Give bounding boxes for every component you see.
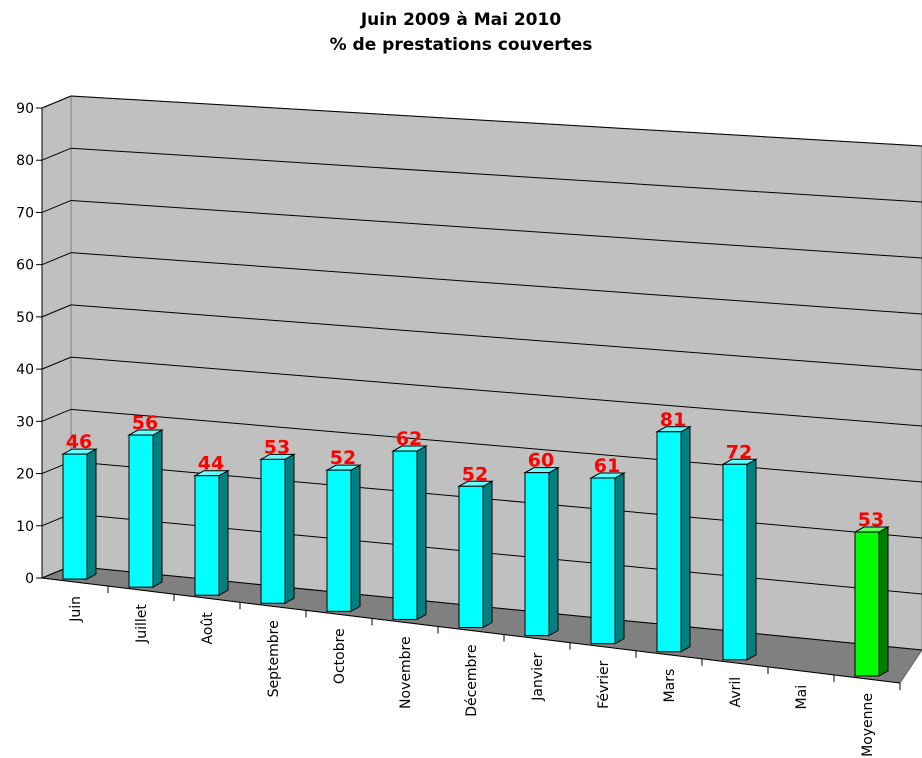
bar-side xyxy=(416,445,427,621)
data-label: 81 xyxy=(660,409,686,431)
y-tick-label: 80 xyxy=(16,153,34,169)
gridline-side xyxy=(41,199,72,213)
gridline-side xyxy=(41,356,72,370)
category-label: Mai xyxy=(794,685,810,710)
y-tick-label: 0 xyxy=(25,571,34,587)
data-label: 52 xyxy=(330,447,356,469)
y-axis: 0 10 20 30 40 50 60 70 80 90 xyxy=(16,101,43,587)
bar xyxy=(392,450,418,620)
gridline-side xyxy=(41,304,72,318)
chart-title: Juin 2009 à Mai 2010 % de prestations co… xyxy=(0,8,922,58)
bar-side xyxy=(680,425,691,653)
y-tick-label: 20 xyxy=(16,467,34,483)
data-label: 60 xyxy=(528,450,554,472)
bar-side xyxy=(482,480,493,629)
gridline xyxy=(70,95,922,147)
bar xyxy=(260,458,286,604)
category-label: Décembre xyxy=(464,645,480,717)
data-labels: 46 56 44 53 52 62 52 60 61 81 72 53 xyxy=(66,409,884,531)
bar xyxy=(62,453,88,580)
category-label: Juin xyxy=(68,596,84,623)
category-label: Juillet xyxy=(134,604,150,644)
y-tick-label: 10 xyxy=(16,519,34,535)
chart-title-line-2: % de prestations couvertes xyxy=(329,35,593,55)
bar-side xyxy=(86,448,97,580)
y-tick-label: 50 xyxy=(16,310,34,326)
gridline xyxy=(70,252,922,315)
category-label: Novembre xyxy=(398,636,414,709)
data-label: 72 xyxy=(726,441,752,463)
x-axis-line xyxy=(41,577,901,684)
gridline xyxy=(70,356,922,427)
data-label: 56 xyxy=(132,412,158,434)
bar-side xyxy=(548,466,559,637)
data-label: 61 xyxy=(594,455,620,477)
bars xyxy=(61,425,890,677)
data-label: 46 xyxy=(66,431,92,453)
bar xyxy=(722,463,748,661)
category-label: Août xyxy=(200,612,216,645)
gridline xyxy=(70,147,922,203)
category-label: Avril xyxy=(728,677,744,708)
category-label: Septembre xyxy=(266,620,282,697)
bar-side xyxy=(218,469,229,597)
bar-side xyxy=(878,526,889,677)
chart-title-line-1: Juin 2009 à Mai 2010 xyxy=(360,10,562,30)
gridline xyxy=(70,199,922,259)
category-label: Janvier xyxy=(530,652,546,701)
category-label: Octobre xyxy=(332,628,348,684)
data-label: 62 xyxy=(396,428,422,450)
bar xyxy=(458,485,484,628)
data-label: 44 xyxy=(198,453,224,475)
y-tick-label: 70 xyxy=(16,205,34,221)
bar-side xyxy=(350,464,361,613)
category-label: Moyenne xyxy=(860,693,876,757)
gridline-side xyxy=(41,147,72,161)
gridline-side xyxy=(41,408,72,422)
bar xyxy=(524,472,550,637)
bar-side xyxy=(746,458,757,661)
bar xyxy=(326,469,352,612)
bar xyxy=(194,475,220,596)
data-label: 53 xyxy=(264,436,290,458)
y-tick-label: 60 xyxy=(16,258,34,274)
data-label: 52 xyxy=(462,463,488,485)
y-tick-label: 40 xyxy=(16,362,34,378)
gridline xyxy=(70,304,922,371)
bar xyxy=(590,477,616,645)
category-label: Février xyxy=(596,660,612,708)
gridline xyxy=(70,408,922,483)
data-label: 53 xyxy=(858,509,884,531)
bar xyxy=(656,431,682,653)
bar xyxy=(128,434,154,588)
bar-side xyxy=(152,429,163,588)
y-tick-label: 90 xyxy=(16,101,34,117)
y-tick-label: 30 xyxy=(16,414,34,430)
category-label: Mars xyxy=(662,669,678,703)
bar-side xyxy=(284,453,295,605)
x-axis: Juin Juillet Août Septembre Octobre Novembre D… xyxy=(41,577,901,757)
gridline-side xyxy=(41,252,72,266)
gridline-side xyxy=(41,95,72,109)
bar-side xyxy=(614,472,625,645)
bar xyxy=(854,531,880,677)
